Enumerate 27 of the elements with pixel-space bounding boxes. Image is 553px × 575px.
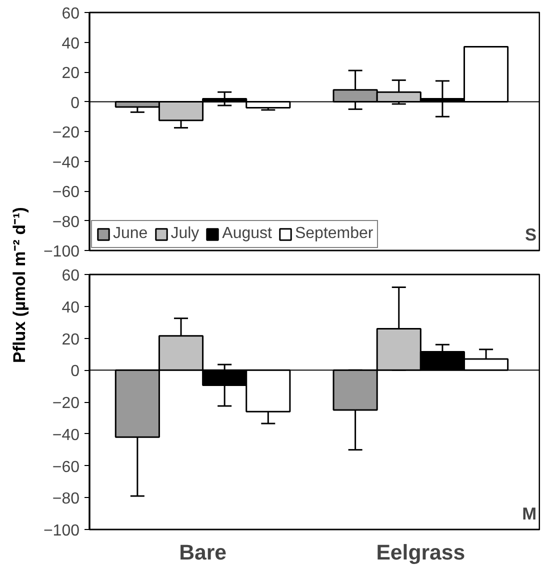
y-tick-label: −100: [43, 522, 80, 540]
annotation: M: [522, 504, 537, 524]
y-tick-label: −60: [52, 184, 80, 201]
legend-label: September: [294, 225, 374, 243]
y-tick-label: 20: [62, 65, 80, 82]
x-tick-label: Bare: [179, 540, 227, 564]
y-tick-label: 20: [62, 331, 80, 348]
y-tick-label: 0: [70, 363, 80, 380]
y-tick-label: −40: [52, 426, 80, 444]
y-tick-label: 60: [62, 6, 80, 22]
y-tick-label: 0: [70, 94, 80, 112]
y-tick-label: −20: [52, 124, 80, 142]
x-tick-label: Eelgrass: [376, 540, 466, 564]
annotation: S: [524, 224, 537, 244]
y-axis-title: Pflux (µmol m⁻² d⁻¹): [8, 207, 30, 363]
y-tick-label: −60: [52, 458, 80, 476]
y-tick-label: −40: [52, 154, 80, 172]
legend-label: June: [113, 225, 148, 243]
legend-label: August: [222, 225, 272, 243]
y-tick-label: −20: [52, 395, 80, 412]
y-tick-label: −100: [43, 244, 80, 260]
y-tick-label: 60: [62, 268, 80, 284]
legend-label: July: [170, 225, 200, 243]
y-tick-label: 40: [62, 35, 80, 52]
y-tick-label: −80: [52, 490, 80, 508]
y-tick-label: 40: [62, 299, 80, 316]
y-tick-label: −80: [52, 214, 80, 231]
